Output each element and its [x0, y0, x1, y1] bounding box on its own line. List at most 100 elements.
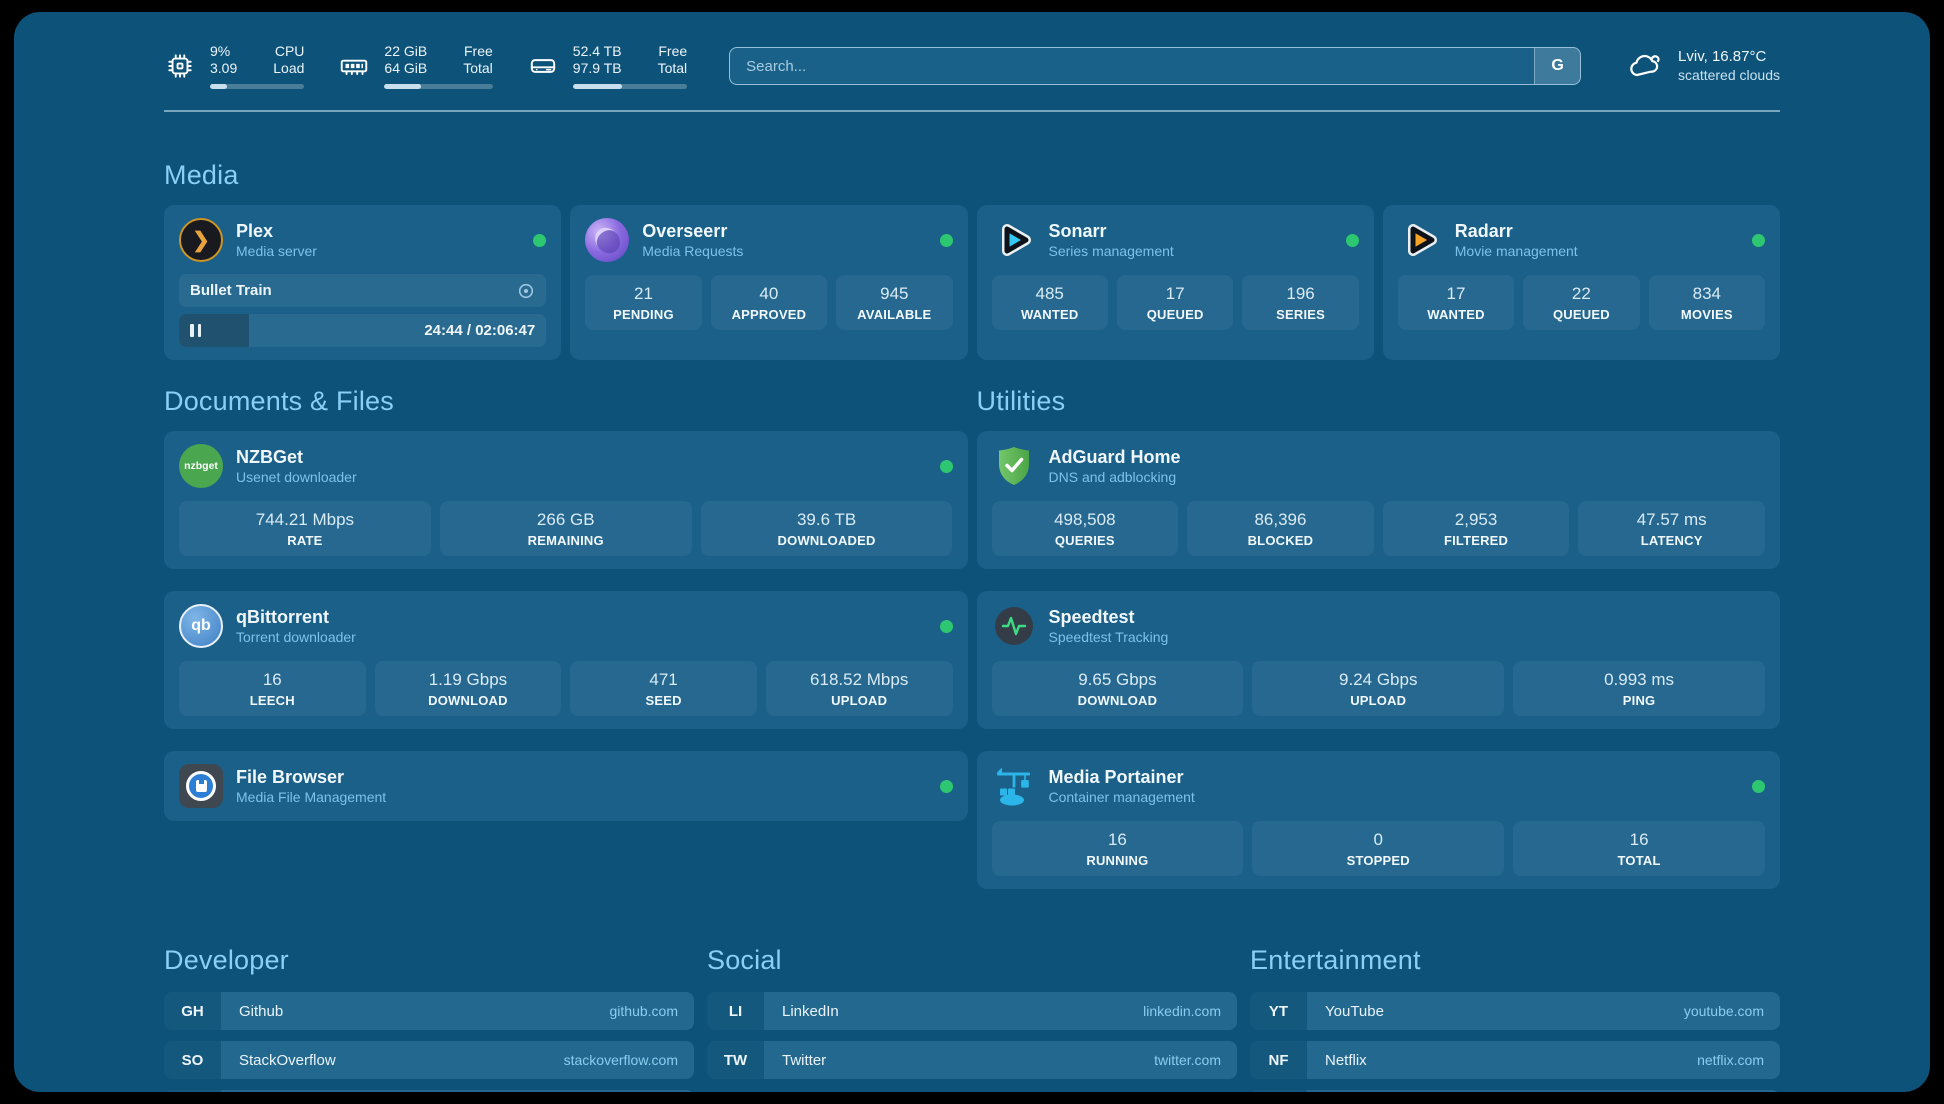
stat-label: APPROVED	[731, 307, 807, 322]
stat-total: 16 TOTAL	[1513, 821, 1765, 876]
bookmark-twitter[interactable]: TW Twitter twitter.com	[707, 1041, 1237, 1079]
bookmark-stackoverflow[interactable]: SO StackOverflow stackoverflow.com	[164, 1041, 694, 1079]
stat-value: 16	[262, 670, 282, 689]
qbittorrent-title: qBittorrent	[236, 607, 329, 627]
stat-upload: 9.24 Gbps UPLOAD	[1252, 661, 1505, 716]
stat-value: 945	[880, 284, 909, 303]
load-label: Load	[273, 60, 305, 76]
sonarr-title: Sonarr	[1048, 221, 1107, 241]
bookmark-abbr: SO	[164, 1041, 221, 1079]
qbittorrent-subtitle: Torrent downloader	[236, 629, 356, 645]
bookmark-abbr: YT	[1250, 992, 1307, 1030]
speedtest-card[interactable]: Speedtest Speedtest Tracking 9.65 Gbps D…	[976, 591, 1780, 729]
nzbget-icon: nzbget	[179, 444, 223, 488]
stat-label: UPLOAD	[831, 693, 888, 708]
weather-condition: scattered clouds	[1678, 67, 1780, 83]
stat-queued: 22 QUEUED	[1523, 275, 1640, 330]
stat-label: TOTAL	[1617, 853, 1661, 868]
bookmark-abbr: TW	[707, 1041, 764, 1079]
stat-label: DOWNLOAD	[428, 693, 508, 708]
now-playing-row: Bullet Train	[179, 274, 547, 307]
bookmark-name: Twitter	[782, 1051, 827, 1069]
stat-queued: 17 QUEUED	[1116, 275, 1234, 330]
stat-label: MOVIES	[1680, 307, 1733, 322]
plex-card[interactable]: Plex Media server Bullet Train 24:44 / 0…	[164, 205, 562, 360]
bookmark-netflix[interactable]: NF Netflix netflix.com	[1250, 1041, 1780, 1079]
overseerr-icon	[585, 218, 630, 262]
stat-value: 0	[1373, 830, 1383, 849]
disk-progress-track	[572, 84, 688, 89]
portainer-card[interactable]: Media Portainer Container management 16 …	[976, 751, 1780, 889]
bookmark-abbr: DT	[164, 1090, 221, 1092]
stat-label: REMAINING	[527, 533, 604, 548]
qbittorrent-icon: qb	[179, 604, 223, 648]
stat-wanted: 485 WANTED	[991, 275, 1108, 330]
stat-value: 39.6 TB	[796, 510, 857, 529]
stat-label: SERIES	[1276, 307, 1325, 322]
stat-label: DOWNLOAD	[1077, 693, 1158, 708]
bookmark-group-social: Social LI LinkedIn linkedin.com TW Twitt…	[707, 945, 1237, 1092]
cpu-icon	[168, 54, 192, 78]
bookmark-abbr: GH	[164, 992, 221, 1030]
stat-value: 16	[1629, 830, 1649, 849]
bookmark-github[interactable]: GH Github github.com	[164, 992, 694, 1030]
search-provider-button[interactable]: G	[1534, 48, 1581, 84]
bookmark-linkedin[interactable]: LI LinkedIn linkedin.com	[707, 992, 1237, 1030]
cpu-label: CPU	[274, 43, 305, 59]
bookmark-dev[interactable]: DT DEV dev.to	[164, 1090, 694, 1092]
radarr-card[interactable]: Radarr Movie management 17 WANTED 22 QUE…	[1382, 205, 1780, 360]
disk-free-value: 52.4 TB	[572, 43, 622, 59]
plex-status-dot	[533, 233, 547, 247]
stat-value: 2,953	[1454, 510, 1498, 529]
nzbget-title: NZBGet	[236, 447, 303, 467]
filebrowser-card[interactable]: File Browser Media File Management	[164, 751, 968, 821]
stat-value: 22	[1571, 284, 1591, 303]
radarr-title: Radarr	[1454, 221, 1513, 241]
bookmark-name: StackOverflow	[239, 1051, 336, 1069]
filebrowser-title: File Browser	[236, 767, 345, 787]
stat-value: 47.57 ms	[1636, 510, 1707, 529]
speedtest-title: Speedtest	[1048, 607, 1135, 627]
stat-label: RUNNING	[1086, 853, 1149, 868]
search-input[interactable]	[729, 47, 1582, 85]
weather-location: Lviv, 16.87°C	[1678, 48, 1767, 65]
stat-value: 17	[1446, 284, 1466, 303]
bookmark-url: twitter.com	[1154, 1052, 1221, 1068]
overseerr-card[interactable]: Overseerr Media Requests 21 PENDING 40 A…	[570, 205, 968, 360]
stat-download: 1.19 Gbps DOWNLOAD	[374, 661, 562, 716]
stat-queries: 498,508 QUERIES	[991, 501, 1179, 556]
stat-filtered: 2,953 FILTERED	[1382, 501, 1570, 556]
bookmark-name: Github	[239, 1002, 284, 1020]
bookmark-youtube[interactable]: YT YouTube youtube.com	[1250, 992, 1780, 1030]
now-playing-icon	[517, 282, 535, 300]
radarr-status-dot	[1752, 233, 1765, 247]
bookmark-name: Netflix	[1325, 1051, 1367, 1069]
cloud-icon	[1630, 54, 1660, 77]
stat-label: WANTED	[1427, 307, 1485, 322]
sonarr-subtitle: Series management	[1048, 243, 1174, 259]
sonarr-card[interactable]: Sonarr Series management 485 WANTED 17 Q…	[976, 205, 1374, 360]
cpu-progress-track	[210, 84, 305, 89]
qbittorrent-card[interactable]: qb qBittorrent Torrent downloader 16 LEE…	[164, 591, 968, 729]
qbittorrent-status-dot	[939, 619, 953, 633]
playback-progress-row: 24:44 / 02:06:47	[179, 314, 547, 347]
stat-label: WANTED	[1020, 307, 1079, 322]
adguard-card[interactable]: AdGuard Home DNS and adblocking 498,508 …	[976, 431, 1780, 569]
nzbget-card[interactable]: nzbget NZBGet Usenet downloader 744.21 M…	[164, 431, 968, 569]
bookmark-abbr: RE	[1250, 1090, 1307, 1092]
filebrowser-status-dot	[939, 779, 953, 793]
nzbget-status-dot	[939, 459, 953, 473]
stat-value: 9.65 Gbps	[1078, 670, 1157, 689]
bookmark-reddit[interactable]: RE Reddit reddit.com	[1250, 1090, 1780, 1092]
pause-icon[interactable]	[190, 324, 202, 337]
stat-label: AVAILABLE	[857, 307, 932, 322]
memory-free-value: 22 GiB	[384, 43, 428, 59]
plex-subtitle: Media server	[236, 243, 317, 259]
stat-label: FILTERED	[1443, 533, 1509, 548]
stat-pending: 21 PENDING	[585, 275, 702, 330]
dashboard-page: 9% 3.09 CPU Load	[14, 12, 1930, 1092]
filebrowser-subtitle: Media File Management	[236, 789, 387, 805]
stat-value: 0.993 ms	[1604, 670, 1675, 689]
filebrowser-icon	[179, 764, 223, 808]
disk-icon	[530, 59, 555, 73]
